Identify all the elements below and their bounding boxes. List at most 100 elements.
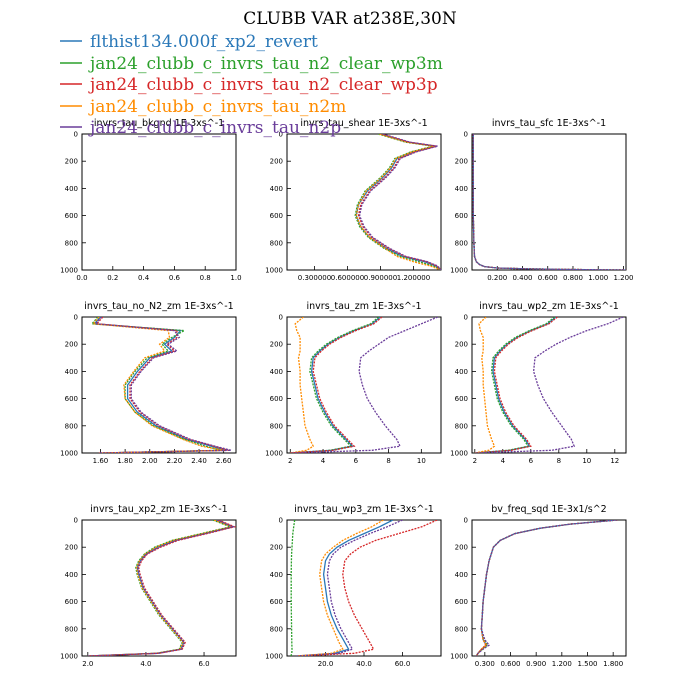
x-tick-label: 0.4 <box>138 274 150 282</box>
panel-6: invrs_tau_wp2_zm 1E-3xs^-1 0 200 400 600 800 1… <box>450 301 627 465</box>
panel-title: invrs_tau_wp3_zm 1E-3xs^-1 <box>294 504 434 515</box>
y-tick-label: 600 <box>270 598 283 606</box>
x-tick-label: 0.600 <box>500 660 520 668</box>
x-tick-label: 0.600000 <box>331 274 364 282</box>
panel-4: invrs_tau_no_N2_zm 1E-3xs^-1 0 200 400 600 80… <box>60 301 237 465</box>
y-tick-label: 400 <box>65 571 78 579</box>
y-tick-label: 800 <box>65 239 78 247</box>
y-tick-label: 0 <box>279 131 283 139</box>
x-tick-label: 1.0 <box>230 274 241 282</box>
y-tick-label: 600 <box>65 212 78 220</box>
y-tick-label: 400 <box>455 571 468 579</box>
panel-grid: invrs_tau_bkgnd 1E-3xs^-1020040060080010… <box>60 118 633 668</box>
panel-8: invrs_tau_wp3_zm 1E-3xs^-1 0 200 400 600 800 1… <box>265 504 442 668</box>
y-tick-label: 800 <box>455 625 468 633</box>
plot-frame <box>81 133 237 271</box>
y-tick-label: 1000 <box>450 450 468 458</box>
y-tick-label: 1000 <box>265 653 283 661</box>
x-tick-label: 2.00 <box>142 457 158 465</box>
series-line-3 <box>290 317 383 453</box>
y-tick-label: 0 <box>74 517 78 525</box>
series-line-1 <box>92 317 227 453</box>
panel-title: invrs_tau_no_N2_zm 1E-3xs^-1 <box>84 301 233 312</box>
series-line-4 <box>475 520 618 656</box>
x-tick-label: 40.0 <box>356 660 372 668</box>
y-tick-label: 200 <box>455 341 468 349</box>
y-tick-label: 800 <box>65 625 78 633</box>
y-tick-label: 400 <box>455 368 468 376</box>
series-group <box>87 520 236 656</box>
y-tick-label: 0 <box>464 517 468 525</box>
y-tick-label: 400 <box>455 185 468 193</box>
series-line-5 <box>475 520 618 656</box>
series-line-5 <box>296 520 403 656</box>
x-tick-label: 8 <box>557 457 561 465</box>
y-tick-label: 0 <box>74 131 78 139</box>
y-tick-label: 400 <box>270 571 283 579</box>
series-line-3 <box>296 520 438 656</box>
panel-9: bv_freq_sqd 1E-3x1/s^2 0 200 400 600 800 1000 0… <box>450 504 627 668</box>
x-tick-label: 4.0 <box>140 660 151 668</box>
plot-frame <box>471 519 627 657</box>
series-line-1 <box>475 520 618 656</box>
series-group <box>90 317 232 453</box>
panel-title: invrs_tau_shear 1E-3xs^-1 <box>300 118 427 129</box>
x-tick-label: 1.200 <box>613 274 633 282</box>
series-line-5 <box>94 317 232 453</box>
plot-frame <box>81 519 237 657</box>
y-tick-label: 200 <box>270 544 283 552</box>
x-tick-label: 0.200 <box>487 274 507 282</box>
series-line-5 <box>290 317 438 453</box>
series-line-2 <box>90 317 222 453</box>
y-tick-label: 1000 <box>265 450 283 458</box>
x-tick-label: 1.200 <box>552 660 572 668</box>
legend-label-2: jan24_clubb_c_invrs_tau_n2_clear_wp3m <box>88 54 443 74</box>
y-tick-label: 600 <box>270 212 283 220</box>
x-tick-label: 0.800 <box>563 274 583 282</box>
x-tick-label: 10 <box>582 457 591 465</box>
y-tick-label: 600 <box>455 212 468 220</box>
legend: flthist134.000f_xp2_revert jan24_clubb_c… <box>60 32 443 138</box>
x-tick-label: 0.6 <box>169 274 181 282</box>
y-tick-label: 200 <box>455 158 468 166</box>
series-line-1 <box>474 317 557 453</box>
panel-title: invrs_tau_zm 1E-3xs^-1 <box>307 301 422 312</box>
plot-frame <box>471 316 627 454</box>
series-line-5 <box>358 134 441 270</box>
series-group <box>474 317 624 453</box>
y-tick-label: 200 <box>455 544 468 552</box>
x-tick-label: 0.0 <box>76 274 87 282</box>
y-tick-label: 600 <box>455 395 468 403</box>
x-tick-label: 1.000 <box>588 274 608 282</box>
y-tick-label: 800 <box>455 422 468 430</box>
series-line-2 <box>472 134 626 270</box>
y-tick-label: 800 <box>455 239 468 247</box>
y-tick-label: 0 <box>279 314 283 322</box>
y-tick-label: 1000 <box>450 653 468 661</box>
legend-label-3: jan24_clubb_c_invrs_tau_n2_clear_wp3p <box>88 75 438 95</box>
y-tick-label: 0 <box>279 517 283 525</box>
series-line-4 <box>296 520 384 656</box>
series-line-4 <box>474 317 496 453</box>
series-line-3 <box>87 520 236 656</box>
x-tick-label: 8 <box>386 457 390 465</box>
x-tick-label: 60.0 <box>395 660 411 668</box>
panel-2: invrs_tau_shear 1E-3xs^-1 0 200 400 600 800 10… <box>265 118 442 282</box>
panel-title: invrs_tau_wp2_zm 1E-3xs^-1 <box>479 301 619 312</box>
x-tick-label: 2.60 <box>216 457 232 465</box>
y-tick-label: 400 <box>270 185 283 193</box>
plot-frame <box>286 519 442 657</box>
x-tick-label: 20.0 <box>318 660 334 668</box>
y-tick-label: 0 <box>464 314 468 322</box>
y-tick-label: 200 <box>270 158 283 166</box>
x-tick-label: 6 <box>354 457 359 465</box>
y-tick-label: 200 <box>270 341 283 349</box>
x-tick-label: 2.20 <box>167 457 183 465</box>
series-line-1 <box>472 134 626 270</box>
plot-frame <box>471 133 627 271</box>
panel-title: invrs_tau_bkgnd 1E-3xs^-1 <box>94 118 224 129</box>
y-tick-label: 1000 <box>265 267 283 275</box>
series-line-3 <box>472 134 626 270</box>
y-tick-label: 200 <box>65 158 78 166</box>
